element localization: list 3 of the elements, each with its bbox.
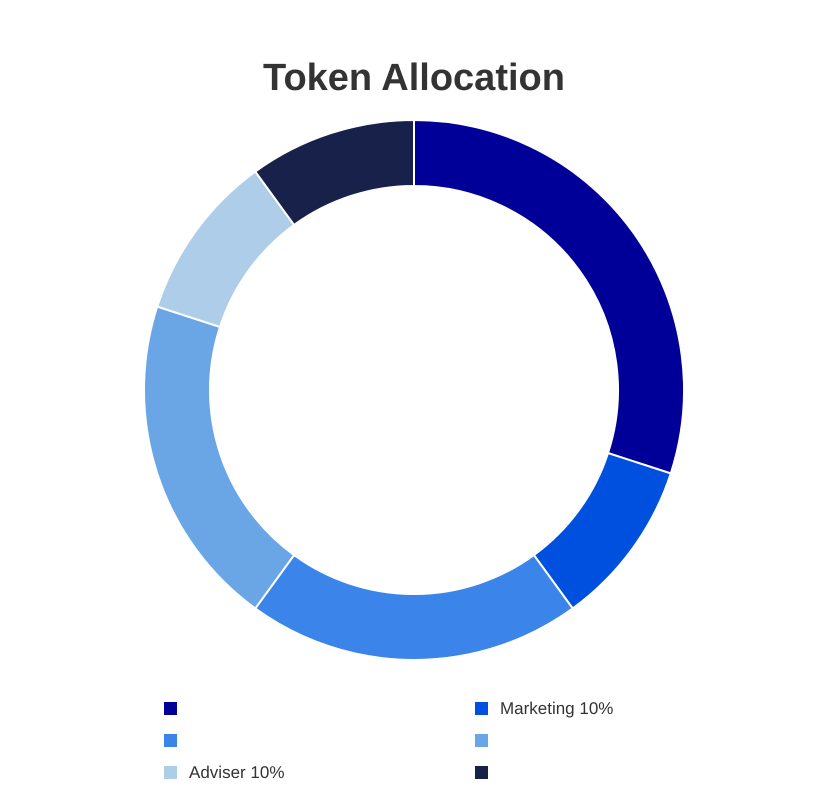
chart-title: Token Allocation [263, 57, 565, 99]
legend-label: Adviser 10% [189, 763, 284, 782]
legend-label: Marketing 10% [500, 699, 614, 718]
